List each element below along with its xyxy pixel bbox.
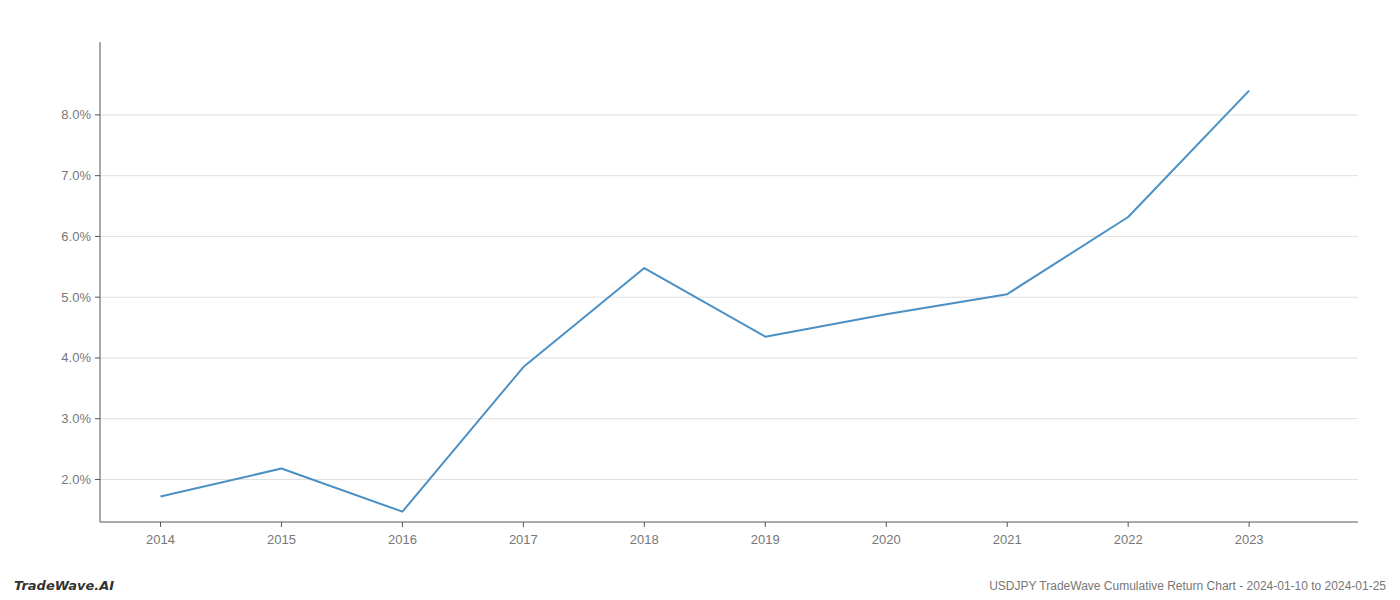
y-tick-label: 7.0%	[61, 168, 91, 183]
x-tick	[1128, 522, 1129, 527]
x-tick-label: 2020	[872, 532, 901, 547]
watermark: TradeWave.AI	[14, 578, 114, 593]
x-tick	[765, 522, 766, 527]
x-tick	[886, 522, 887, 527]
title: USDJPY TradeWave Cumulative Return Chart…	[989, 579, 1386, 593]
texts: TradeWave.AI USDJPY TradeWave Cumulative …	[14, 578, 1386, 593]
x-tick	[160, 522, 161, 527]
axes: 2014 2015 2016 2017 2018 2019 2020 2021 2022 2023…	[61, 42, 1358, 547]
grid-line	[100, 114, 1358, 115]
x-tick	[281, 522, 282, 527]
y-tick	[95, 114, 100, 115]
x-tick-label: 2016	[388, 532, 417, 547]
y-tick-label: 5.0%	[61, 290, 91, 305]
y-tick	[95, 175, 100, 176]
grid	[100, 115, 1358, 480]
grid-line	[100, 418, 1358, 419]
x-tick	[523, 522, 524, 527]
x-tick-label: 2023	[1235, 532, 1264, 547]
grid-line	[100, 236, 1358, 237]
y-tick-label: 3.0%	[61, 411, 91, 426]
y-tick-label: 4.0%	[61, 350, 91, 365]
y-tick	[95, 479, 100, 480]
x-tick	[1007, 522, 1008, 527]
grid-line	[100, 479, 1358, 480]
x-tick-label: 2018	[630, 532, 659, 547]
x-tick	[402, 522, 403, 527]
y-tick-label: 6.0%	[61, 229, 91, 244]
y-tick	[95, 418, 100, 419]
x-tick-label: 2017	[509, 532, 538, 547]
grid-line	[100, 357, 1358, 358]
x-tick-label: 2019	[751, 532, 780, 547]
x-tick-label: 2014	[146, 532, 175, 547]
x-axis-line	[100, 522, 1358, 523]
x-tick	[644, 522, 645, 527]
y-axis-line	[100, 42, 101, 522]
chart: 2014 2015 2016 2017 2018 2019 2020 2021 2022 2023…	[0, 0, 1400, 600]
plot-area	[160, 91, 1249, 512]
line	[160, 91, 1249, 512]
x-tick	[1249, 522, 1250, 527]
y-tick	[95, 297, 100, 298]
grid-line	[100, 297, 1358, 298]
y-tick-label: 2.0%	[61, 472, 91, 487]
y-tick	[95, 357, 100, 358]
x-tick-label: 2022	[1114, 532, 1143, 547]
x-tick-label: 2021	[993, 532, 1022, 547]
y-tick	[95, 236, 100, 237]
y-tick-label: 8.0%	[61, 107, 91, 122]
x-tick-label: 2015	[267, 532, 296, 547]
